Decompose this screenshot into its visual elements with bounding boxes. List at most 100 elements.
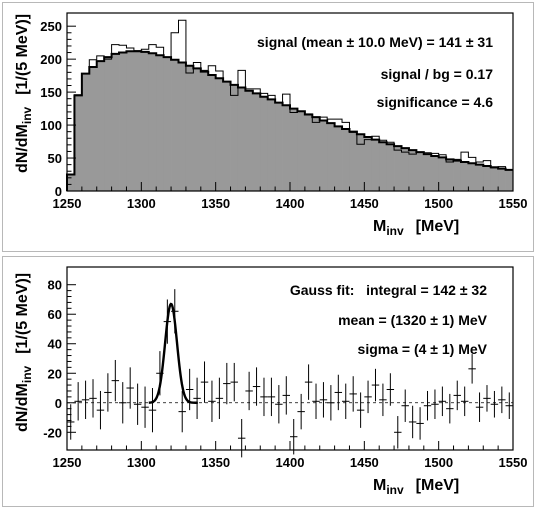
background-bin <box>223 81 231 191</box>
background-bin <box>446 159 454 191</box>
background-bin <box>483 165 492 191</box>
histogram-panel: 1250 1300 1350 1400 1450 1500 1550 0 50 100 150 200… <box>2 2 534 252</box>
x-tick-label: 1350 <box>201 455 230 470</box>
background-bin <box>119 52 127 191</box>
x-tick-label: 1500 <box>424 196 453 211</box>
background-bin <box>81 73 90 191</box>
background-bin <box>96 61 105 191</box>
background-bin <box>267 99 276 191</box>
background-bin <box>498 168 506 191</box>
background-bin <box>163 57 172 191</box>
background-bin <box>408 150 417 191</box>
background-bin <box>111 53 120 192</box>
y-tick-label: 150 <box>40 85 62 100</box>
annotation-text: mean = (1320 ± 1) MeV <box>338 312 488 328</box>
background-bin <box>356 134 365 191</box>
x-tick-label: 1250 <box>53 455 82 470</box>
x-tick-label: 1550 <box>499 196 528 211</box>
y-axis-label: dN/dMinv[1/(5 MeV)] <box>14 273 34 432</box>
background-bin <box>260 96 269 191</box>
background-bin <box>230 84 239 191</box>
background-bin <box>74 95 83 191</box>
background-bin <box>438 157 447 191</box>
signal-fit-chart: 1250 1300 1350 1400 1450 1500 1550 -20 0 20 40 60 80… <box>14 266 528 497</box>
background-bin <box>171 59 179 192</box>
background-bin <box>401 148 410 191</box>
background-bin <box>290 108 298 191</box>
annotation-text: signal (mean ± 10.0 MeV) = 141 ± 31 <box>257 34 493 50</box>
background-bin <box>126 51 135 192</box>
x-axis-label: Minv [MeV] <box>373 218 459 238</box>
total-histogram <box>66 19 513 191</box>
x-tick-label: 1450 <box>350 455 379 470</box>
background-bin <box>312 117 321 191</box>
y-tick-label: 20 <box>48 366 62 381</box>
background-bin <box>193 68 202 191</box>
background-bin <box>334 126 343 191</box>
background-bin <box>297 111 306 191</box>
y-tick-label: 80 <box>48 278 62 293</box>
background-bin <box>178 62 187 191</box>
background-bin <box>200 71 209 191</box>
x-tick-label: 1250 <box>53 196 82 211</box>
background-bin <box>67 174 75 191</box>
background-bin <box>342 129 350 191</box>
background-bin <box>453 160 462 191</box>
annotation-text: significance = 4.6 <box>377 94 494 110</box>
y-tick-label: 50 <box>48 151 62 166</box>
background-bin <box>371 139 380 191</box>
background-bin <box>468 163 477 191</box>
background-bin <box>319 120 328 191</box>
background-bin <box>386 144 395 191</box>
y-tick-label: 60 <box>48 307 62 322</box>
y-tick-label: 40 <box>48 337 62 352</box>
background-bin <box>394 146 402 191</box>
x-tick-label: 1500 <box>424 455 453 470</box>
background-bin <box>252 93 261 191</box>
background-bin <box>327 123 335 191</box>
x-tick-label: 1450 <box>350 196 379 211</box>
background-bin <box>423 154 432 191</box>
background-bin <box>379 142 388 191</box>
background-bin <box>431 156 440 191</box>
gauss-fit-curve <box>148 302 198 404</box>
x-tick-label: 1300 <box>127 455 156 470</box>
background-bin <box>185 65 194 191</box>
background-bin <box>237 87 246 191</box>
x-tick-label: 1300 <box>127 196 156 211</box>
x-tick-label: 1400 <box>276 455 305 470</box>
x-tick-label: 1350 <box>201 196 230 211</box>
background-bin <box>156 55 165 191</box>
annotation-text: signal / bg = 0.17 <box>381 66 494 82</box>
x-axis-label: Minv [MeV] <box>373 477 459 497</box>
background-bin <box>141 51 150 191</box>
background-bin <box>505 169 514 191</box>
y-tick-label: 0 <box>55 184 62 199</box>
background-bin <box>304 114 313 191</box>
signal-fit-panel: 1250 1300 1350 1400 1450 1500 1550 -20 0 20 40 60 80… <box>2 256 534 507</box>
background-bin <box>215 78 224 191</box>
background-bin <box>460 161 469 191</box>
y-tick-label: 250 <box>40 19 62 34</box>
background-bin <box>490 167 499 191</box>
background-bin <box>245 90 254 191</box>
y-tick-label: 0 <box>55 396 62 411</box>
y-tick-label: 200 <box>40 52 62 67</box>
background-bin <box>364 136 373 191</box>
background-bin <box>89 67 98 191</box>
x-tick-label: 1550 <box>499 455 528 470</box>
y-tick-label: -20 <box>43 425 62 440</box>
background-bin <box>349 131 358 191</box>
y-tick-label: 100 <box>40 118 62 133</box>
y-axis-label: dN/dMinv[1/(5 MeV)] <box>14 14 34 173</box>
background-bin <box>104 57 112 191</box>
background-bin <box>275 102 283 191</box>
x-tick-label: 1400 <box>276 196 305 211</box>
annotation-text: sigma = (4 ± 1) MeV <box>358 341 488 357</box>
background-bin <box>416 152 425 191</box>
background-bin <box>282 105 291 191</box>
background-bin <box>475 164 484 191</box>
histogram-chart: 1250 1300 1350 1400 1450 1500 1550 0 50 100 150 200… <box>14 12 528 238</box>
background-bin <box>148 53 157 191</box>
annotation-text: Gauss fit: integral = 142 ± 32 <box>290 282 487 298</box>
